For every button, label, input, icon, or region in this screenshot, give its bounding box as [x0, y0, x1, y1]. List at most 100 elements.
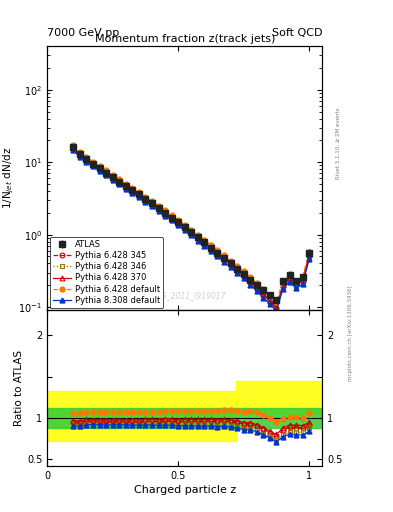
- Pythia 6.428 345: [307, 253, 312, 260]
- Pythia 6.428 346: [97, 167, 102, 174]
- Pythia 8.308 default: [261, 294, 266, 301]
- Pythia 6.428 default: [195, 231, 200, 238]
- Pythia 8.308 default: [228, 264, 233, 270]
- Pythia 6.428 370: [274, 304, 279, 310]
- Pythia 6.428 default: [71, 142, 76, 148]
- Pythia 6.428 default: [123, 181, 128, 187]
- Line: Pythia 6.428 370: Pythia 6.428 370: [71, 146, 312, 310]
- Pythia 6.428 default: [287, 271, 292, 278]
- Pythia 6.428 370: [156, 205, 161, 211]
- Pythia 8.308 default: [110, 177, 115, 183]
- Pythia 6.428 370: [84, 157, 89, 163]
- Pythia 6.428 346: [195, 237, 200, 243]
- Text: Soft QCD: Soft QCD: [272, 28, 322, 38]
- Pythia 6.428 370: [195, 235, 200, 241]
- Pythia 6.428 345: [202, 241, 207, 247]
- Pythia 6.428 346: [91, 163, 95, 169]
- Pythia 6.428 370: [77, 152, 82, 158]
- Pythia 6.428 345: [300, 278, 305, 284]
- Pythia 6.428 346: [150, 203, 154, 209]
- Pythia 6.428 default: [84, 154, 89, 160]
- Pythia 6.428 345: [163, 211, 167, 217]
- Pythia 6.428 default: [300, 274, 305, 280]
- Pythia 6.428 346: [143, 198, 148, 204]
- Pythia 6.428 default: [248, 274, 253, 280]
- Bar: [47, 408, 322, 428]
- Pythia 8.308 default: [123, 185, 128, 191]
- Pythia 6.428 346: [300, 280, 305, 286]
- Pythia 6.428 default: [189, 227, 194, 233]
- Pythia 6.428 default: [77, 149, 82, 155]
- Pythia 8.308 default: [268, 301, 272, 307]
- Pythia 6.428 370: [209, 245, 213, 251]
- Pythia 6.428 346: [274, 307, 279, 313]
- Pythia 6.428 345: [110, 176, 115, 182]
- Pythia 6.428 370: [307, 252, 312, 258]
- Pythia 6.428 345: [287, 275, 292, 282]
- Text: Rivet 3.1.10, ≥ 2M events: Rivet 3.1.10, ≥ 2M events: [336, 108, 341, 179]
- Pythia 6.428 345: [241, 273, 246, 279]
- Pythia 6.428 345: [182, 225, 187, 231]
- Pythia 8.308 default: [222, 259, 226, 265]
- Pythia 6.428 346: [294, 284, 298, 290]
- Pythia 8.308 default: [254, 288, 259, 294]
- Pythia 6.428 370: [123, 183, 128, 189]
- Pythia 6.428 345: [228, 262, 233, 268]
- Pythia 6.428 345: [91, 162, 95, 168]
- Line: Pythia 6.428 345: Pythia 6.428 345: [71, 146, 312, 310]
- Pythia 6.428 default: [228, 258, 233, 264]
- Pythia 6.428 370: [300, 277, 305, 283]
- Pythia 8.308 default: [274, 308, 279, 314]
- Pythia 6.428 370: [261, 291, 266, 297]
- Pythia 6.428 370: [189, 230, 194, 236]
- Pythia 8.308 default: [176, 222, 180, 228]
- Pythia 6.428 default: [130, 185, 135, 191]
- Line: Pythia 6.428 default: Pythia 6.428 default: [71, 143, 312, 304]
- Pythia 8.308 default: [294, 285, 298, 291]
- Pythia 8.308 default: [156, 208, 161, 214]
- Pythia 6.428 345: [77, 153, 82, 159]
- Pythia 8.308 default: [169, 218, 174, 224]
- Pythia 6.428 345: [248, 279, 253, 285]
- Pythia 6.428 370: [176, 220, 180, 226]
- Legend: ATLAS, Pythia 6.428 345, Pythia 6.428 346, Pythia 6.428 370, Pythia 6.428 defaul: ATLAS, Pythia 6.428 345, Pythia 6.428 34…: [50, 237, 163, 308]
- Pythia 6.428 370: [136, 192, 141, 198]
- Pythia 6.428 default: [202, 237, 207, 243]
- Pythia 6.428 370: [222, 255, 226, 262]
- Pythia 6.428 370: [182, 225, 187, 231]
- Pythia 6.428 default: [176, 217, 180, 223]
- Pythia 6.428 default: [241, 268, 246, 274]
- Pythia 6.428 346: [182, 227, 187, 233]
- Pythia 6.428 346: [169, 217, 174, 223]
- Pythia 6.428 345: [294, 282, 298, 288]
- Pythia 6.428 346: [156, 207, 161, 214]
- Pythia 6.428 370: [97, 166, 102, 172]
- Pythia 6.428 346: [209, 247, 213, 253]
- Pythia 6.428 default: [104, 167, 108, 174]
- Pythia 8.308 default: [307, 256, 312, 262]
- Pythia 6.428 345: [215, 251, 220, 257]
- Pythia 6.428 default: [235, 263, 239, 269]
- Pythia 6.428 345: [71, 146, 76, 152]
- Pythia 6.428 370: [241, 272, 246, 279]
- Pythia 6.428 345: [117, 180, 121, 186]
- Bar: [236, 381, 322, 414]
- Pythia 6.428 345: [156, 206, 161, 212]
- Text: mcplots.cern.ch [arXiv:1306.3436]: mcplots.cern.ch [arXiv:1306.3436]: [348, 285, 353, 380]
- Pythia 6.428 345: [143, 197, 148, 203]
- Pythia 8.308 default: [77, 154, 82, 160]
- Pythia 6.428 370: [202, 240, 207, 246]
- Pythia 8.308 default: [248, 282, 253, 288]
- Pythia 8.308 default: [104, 172, 108, 178]
- Pythia 6.428 default: [261, 286, 266, 292]
- Pythia 6.428 default: [136, 189, 141, 196]
- Pythia 6.428 370: [254, 285, 259, 291]
- Pythia 6.428 345: [235, 267, 239, 273]
- Text: ATLAS_2011_I919017: ATLAS_2011_I919017: [143, 291, 226, 300]
- Pythia 6.428 default: [254, 280, 259, 286]
- Pythia 6.428 346: [287, 278, 292, 284]
- Pythia 6.428 default: [150, 198, 154, 204]
- Pythia 8.308 default: [143, 199, 148, 205]
- Pythia 6.428 345: [150, 202, 154, 208]
- Pythia 6.428 default: [110, 172, 115, 178]
